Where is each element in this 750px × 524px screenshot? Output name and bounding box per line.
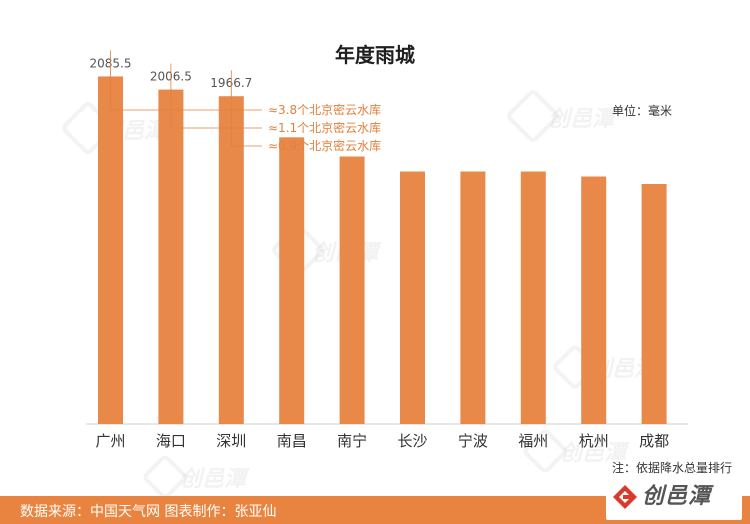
watermark-text: 创邑潭	[548, 107, 618, 132]
bars-group	[98, 76, 667, 425]
source-text: 数据来源：中国天气网 图表制作：张亚仙	[20, 504, 277, 520]
category-label-9: 成都	[639, 432, 669, 450]
category-label-7: 福州	[518, 432, 548, 450]
bar-8	[581, 176, 607, 424]
category-label-0: 广州	[95, 432, 125, 450]
bar-1	[158, 89, 184, 424]
annotation-text-0: ≈3.8个北京密云水库	[268, 102, 381, 117]
brand-logo-box: 创邑潭	[606, 474, 742, 520]
annotation-text-2: ≈0.9个北京密云水库	[268, 138, 381, 153]
category-label-8: 杭州	[579, 432, 609, 450]
bar-6	[460, 171, 486, 424]
annotation-leader-0	[110, 50, 262, 111]
annotation-text-1: ≈1.1个北京密云水库	[268, 120, 381, 135]
watermark-text: 创邑潭	[560, 441, 630, 466]
unit-label: 单位：毫米	[612, 103, 672, 118]
bar-7	[520, 171, 546, 424]
bar-chart: 创邑潭 创邑潭 创邑潭 创邑潭 创邑潭 创邑潭 年度雨城 单位：毫米 广州208…	[62, 43, 732, 496]
watermark-text: 创邑潭	[180, 467, 250, 492]
category-label-2: 深圳	[216, 432, 246, 450]
bar-3	[279, 137, 305, 425]
bar-2	[218, 96, 244, 424]
sort-note: 注：依据降水总量排行	[612, 460, 732, 475]
category-label-4: 南宁	[337, 432, 367, 450]
bar-4	[339, 156, 365, 424]
category-label-3: 南昌	[277, 432, 307, 450]
brand-logo-icon	[613, 485, 637, 509]
annotations-group: ≈3.8个北京密云水库 ≈1.1个北京密云水库 ≈0.9个北京密云水库	[110, 50, 381, 153]
footer-bar: 数据来源：中国天气网 图表制作：张亚仙 创邑潭	[0, 474, 750, 524]
category-label-5: 长沙	[397, 432, 427, 450]
category-label-1: 海口	[156, 432, 186, 450]
brand-logo-text: 创邑潭	[642, 484, 712, 509]
bar-0	[98, 76, 123, 425]
category-label-6: 宁波	[458, 432, 488, 450]
chart-title: 年度雨城	[335, 43, 415, 67]
bar-5	[400, 171, 425, 424]
annotation-leader-2	[230, 70, 262, 147]
bar-9	[641, 184, 667, 424]
